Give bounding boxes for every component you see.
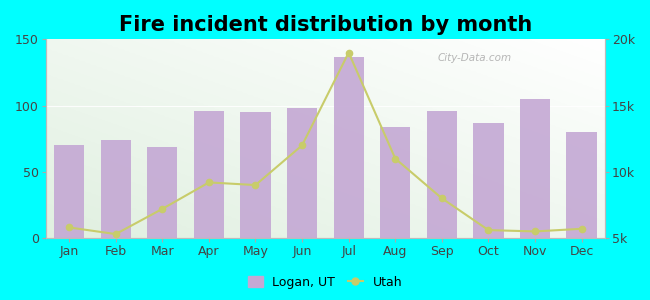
Bar bbox=[194, 111, 224, 238]
Bar bbox=[426, 111, 457, 238]
Bar bbox=[380, 127, 410, 238]
Bar bbox=[520, 99, 550, 238]
Bar bbox=[287, 108, 317, 238]
Bar bbox=[240, 112, 270, 238]
Bar bbox=[147, 147, 177, 238]
Bar bbox=[567, 132, 597, 238]
Bar bbox=[333, 57, 364, 238]
Text: City-Data.com: City-Data.com bbox=[437, 53, 512, 63]
Bar bbox=[101, 140, 131, 238]
Title: Fire incident distribution by month: Fire incident distribution by month bbox=[119, 15, 532, 35]
Legend: Logan, UT, Utah: Logan, UT, Utah bbox=[242, 271, 408, 294]
Bar bbox=[473, 123, 504, 238]
Bar bbox=[54, 145, 84, 238]
